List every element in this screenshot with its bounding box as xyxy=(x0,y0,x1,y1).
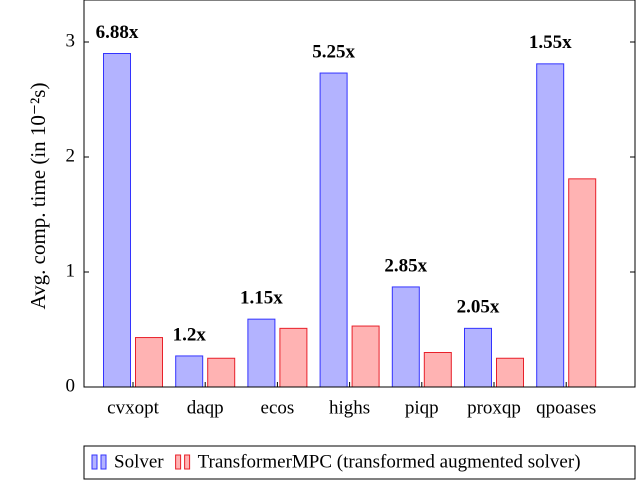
y-tick-label: 1 xyxy=(66,260,76,281)
legend-swatch xyxy=(91,454,98,470)
speedup-label: 1.55x xyxy=(529,32,572,53)
bar xyxy=(207,357,236,388)
bar xyxy=(175,355,204,388)
x-tick-label: daqp xyxy=(187,397,224,418)
y-tick-label: 3 xyxy=(66,30,76,51)
x-tick-label: cvxopt xyxy=(107,397,159,418)
legend-box xyxy=(83,445,636,480)
bar xyxy=(391,286,420,388)
bar xyxy=(423,352,452,388)
y-tick-label: 0 xyxy=(66,375,76,396)
speedup-label: 1.2x xyxy=(173,324,207,345)
speedup-label: 1.15x xyxy=(240,288,283,309)
speedup-label: 6.88x xyxy=(96,22,139,43)
bar xyxy=(247,318,276,388)
legend-label: Solver xyxy=(114,451,164,472)
speedup-label: 2.05x xyxy=(457,297,500,318)
bar xyxy=(536,63,565,388)
x-tick-label: qpoases xyxy=(536,397,596,418)
bar xyxy=(135,337,163,388)
legend-swatch xyxy=(184,454,191,470)
x-tick-label: piqp xyxy=(405,397,439,418)
legend-swatch xyxy=(175,454,182,470)
x-tick-label: ecos xyxy=(261,397,295,418)
legend-label: TransformerMPC (transformed augmented so… xyxy=(198,451,581,472)
bar xyxy=(568,178,597,388)
x-tick-label: highs xyxy=(329,397,370,418)
x-tick-label: proxqp xyxy=(467,397,521,418)
plot-frame xyxy=(83,0,636,388)
y-axis-label: Avg. comp. time (in 10⁻²s) xyxy=(26,83,50,310)
bar xyxy=(279,327,308,388)
speedup-label: 5.25x xyxy=(312,41,355,62)
legend-swatch xyxy=(100,454,107,470)
y-tick-label: 2 xyxy=(66,145,76,166)
speedup-label: 2.85x xyxy=(384,255,427,276)
bar xyxy=(496,357,524,388)
bar xyxy=(103,53,131,388)
bar xyxy=(464,327,492,388)
bar xyxy=(351,325,380,388)
bar xyxy=(319,72,348,388)
